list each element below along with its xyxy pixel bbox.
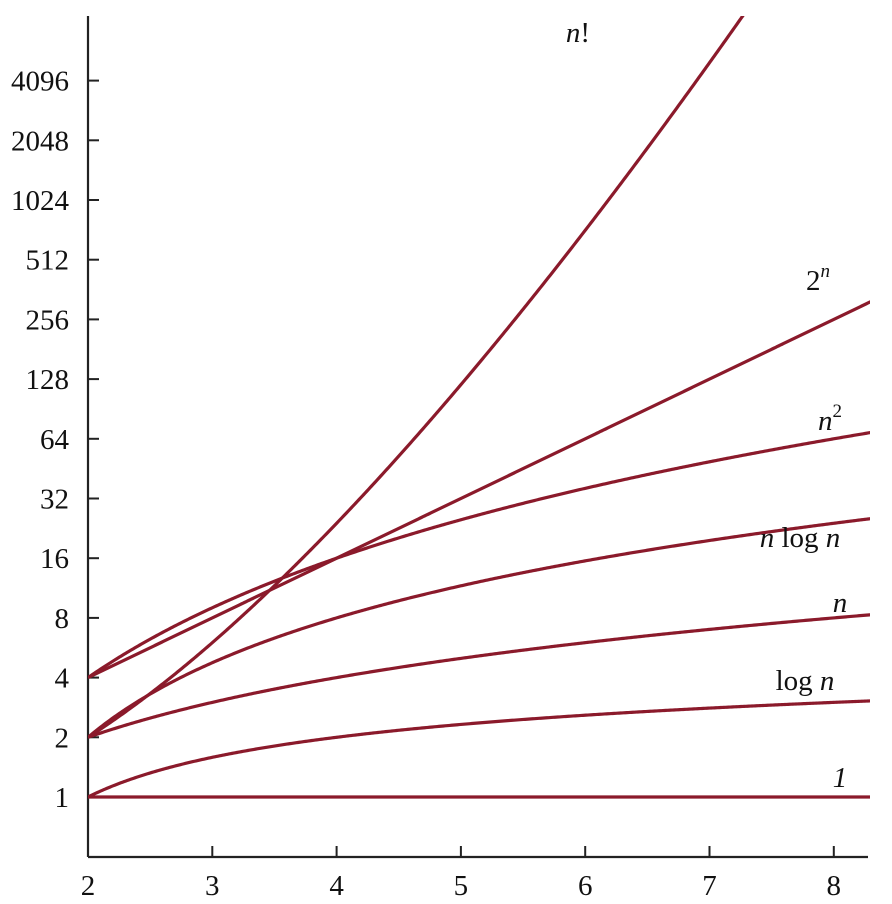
series-label-part: 2 [806, 265, 821, 297]
series-line [88, 699, 870, 799]
series-label-part: n [760, 522, 775, 554]
y-tick-label: 1 [55, 782, 70, 814]
series-label: 1 [833, 762, 848, 794]
series-label-sup: n [821, 261, 831, 282]
series-label-part: log [776, 665, 820, 697]
x-tick-label: 6 [578, 870, 593, 902]
series-line [88, 517, 870, 739]
x-tick-label: 7 [702, 870, 717, 902]
y-tick-label: 8 [55, 603, 70, 635]
series-label: 2n [806, 261, 830, 297]
series-label: log n [776, 665, 835, 697]
series-label: n! [566, 17, 590, 49]
y-tick-label: 2048 [11, 125, 69, 157]
x-tick-label: 3 [205, 870, 220, 902]
y-tick-label: 2 [55, 722, 70, 754]
x-tick-label: 8 [827, 870, 842, 902]
series-line [88, 431, 870, 679]
y-tick-label: 512 [26, 245, 70, 277]
series-label-part: ! [580, 17, 590, 49]
series-label: n [833, 587, 848, 619]
series-line [88, 300, 870, 680]
y-tick-label: 64 [40, 424, 70, 456]
y-tick-label: 4 [55, 663, 70, 695]
series-label-part: n [820, 665, 835, 697]
series-label-part: n [826, 522, 841, 554]
x-tick-label: 5 [454, 870, 469, 902]
series-label: n2 [818, 401, 842, 437]
y-tick-label: 16 [40, 543, 69, 575]
y-tick-label: 256 [26, 304, 70, 336]
y-tick-label: 1024 [11, 185, 70, 217]
x-tick-label: 2 [81, 870, 96, 902]
series-label-part: log [774, 522, 826, 554]
series-line [88, 16, 745, 739]
series-label-part: n [566, 17, 581, 49]
y-tick-label: 128 [26, 364, 70, 396]
series-label-part: 1 [833, 762, 848, 794]
series-label-part: n [833, 587, 848, 619]
series-label-part: n [818, 405, 833, 437]
series-label: n log n [760, 522, 841, 554]
series-line [88, 613, 870, 739]
series-label-sup: 2 [833, 401, 843, 422]
x-tick-label: 4 [329, 870, 344, 902]
y-tick-label: 32 [40, 484, 69, 516]
y-tick-label: 4096 [11, 66, 69, 98]
